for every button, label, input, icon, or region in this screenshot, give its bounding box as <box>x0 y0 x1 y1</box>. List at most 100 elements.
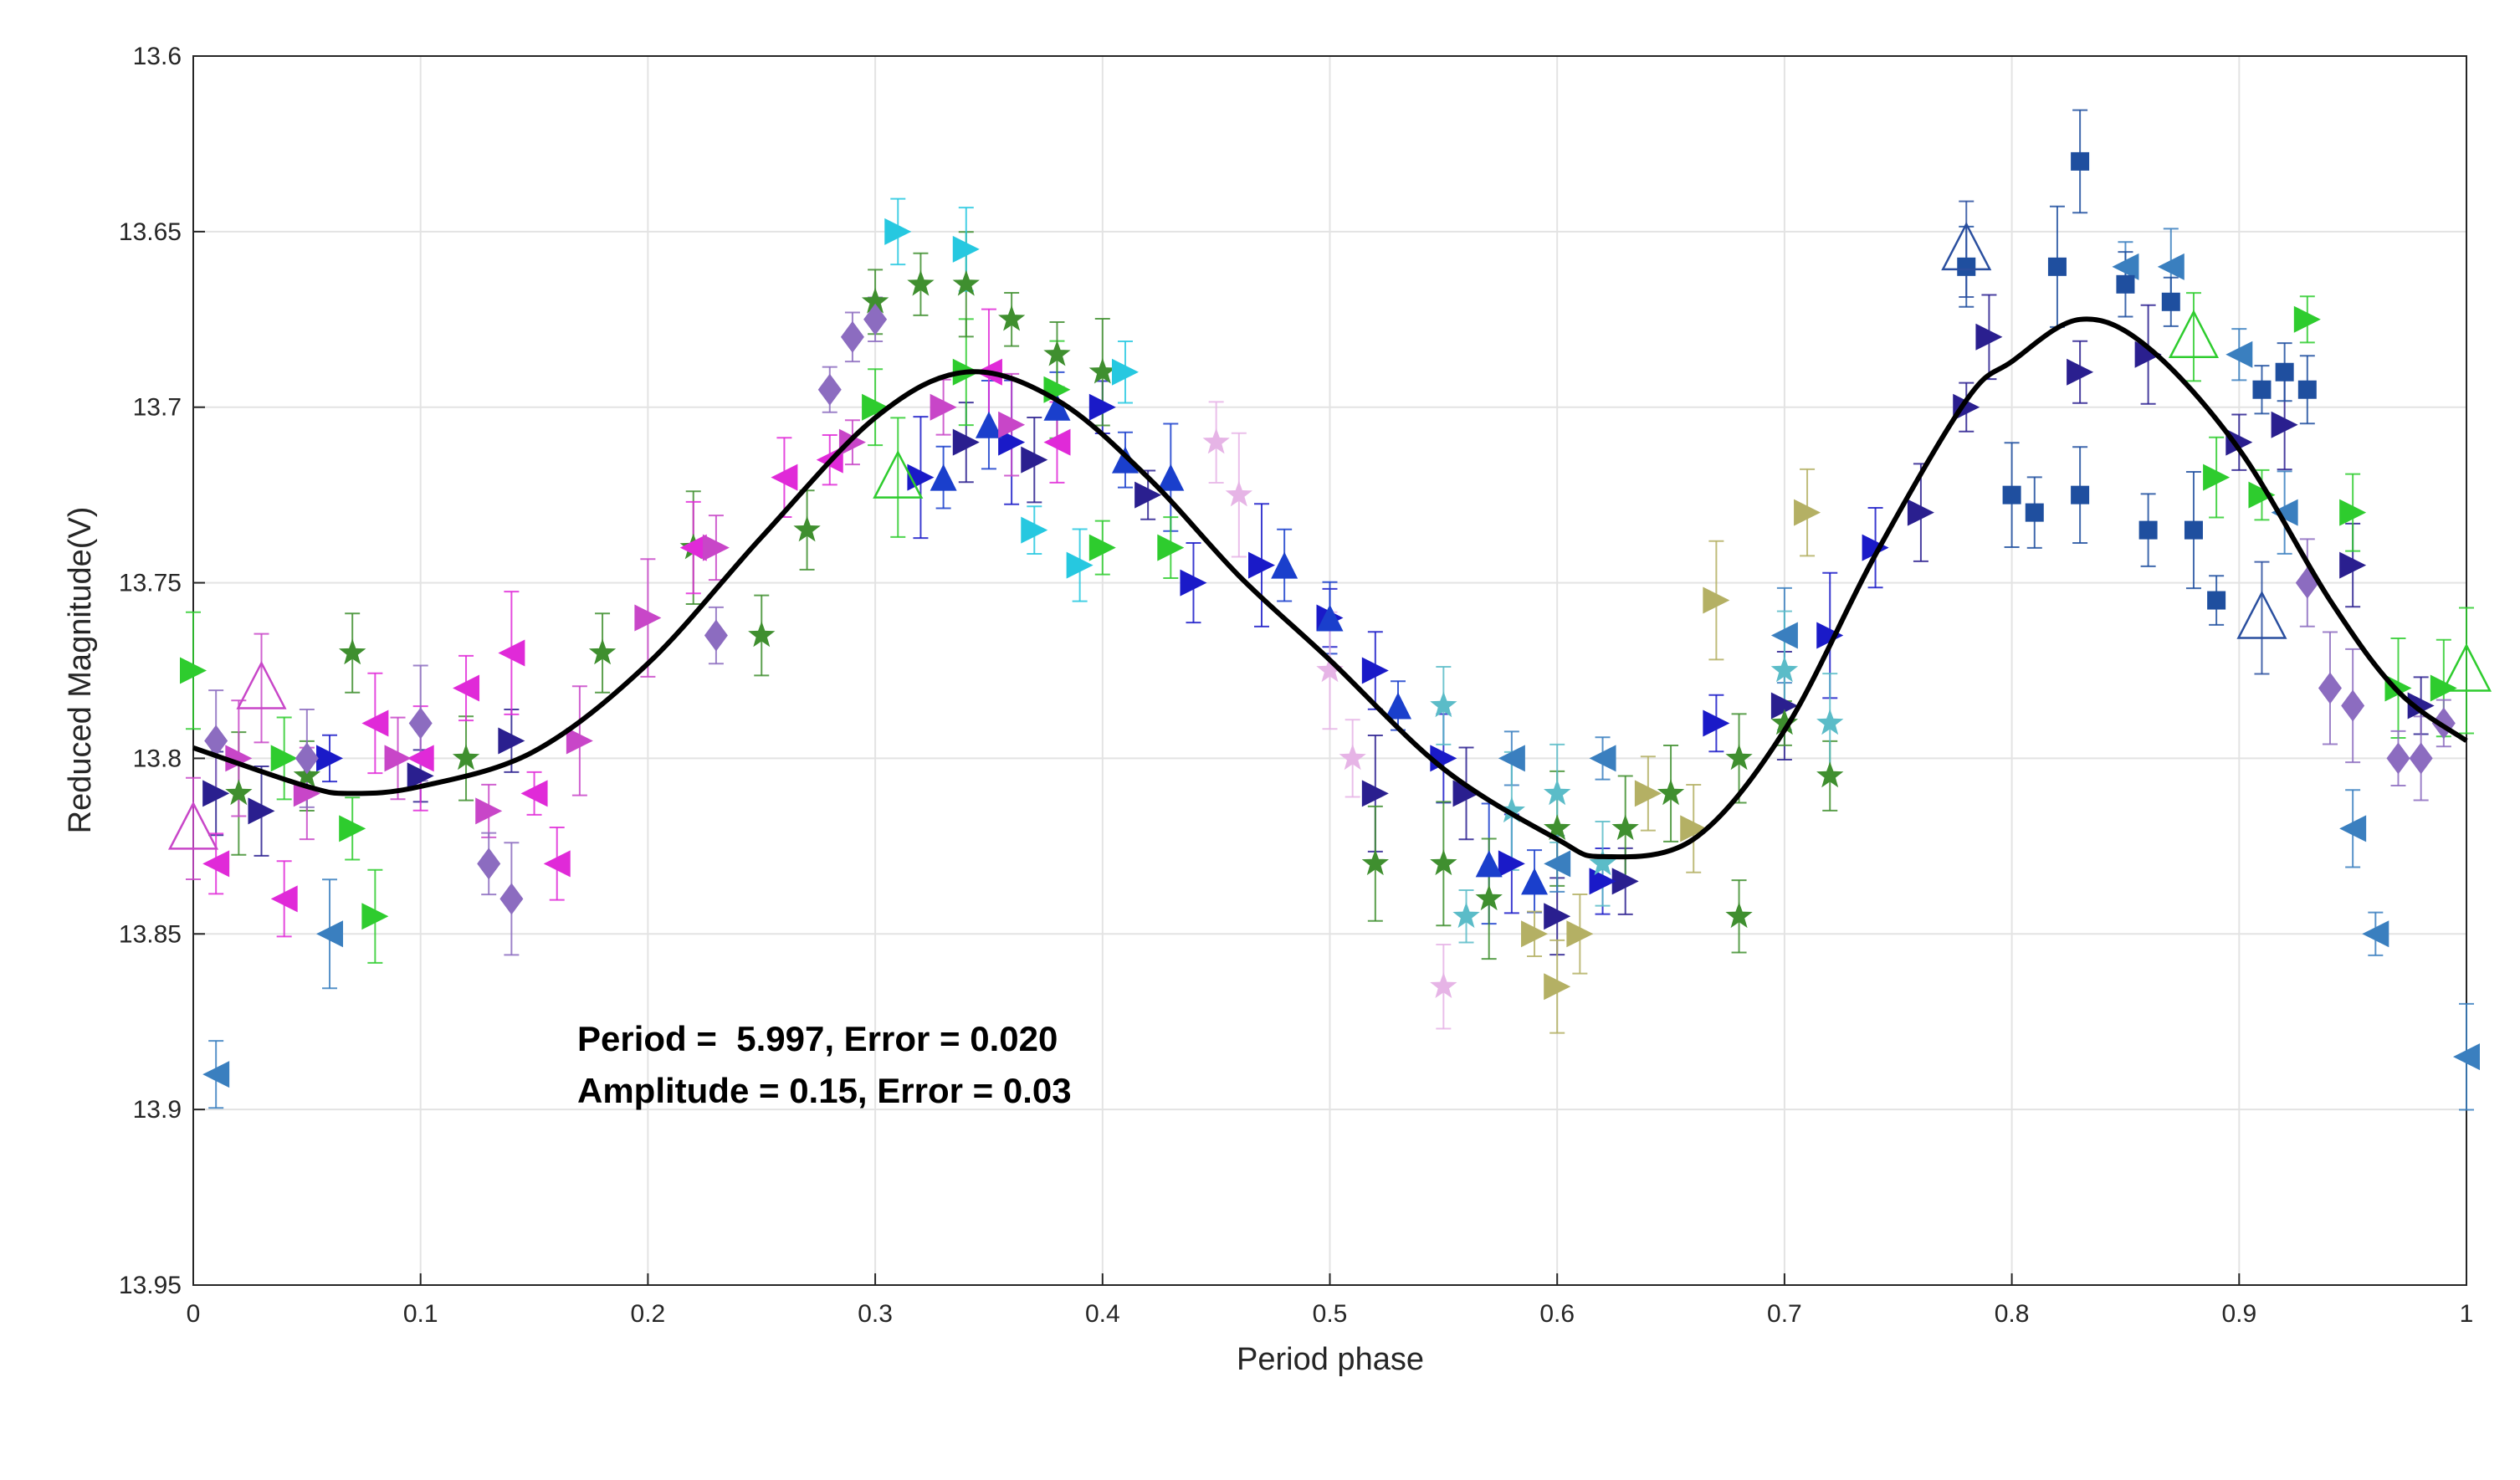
data-point <box>1703 586 1730 614</box>
data-point <box>884 218 912 245</box>
data-point <box>1111 358 1139 386</box>
data-point <box>1043 340 1071 366</box>
x-tick-label: 0.7 <box>1767 1300 1802 1328</box>
data-point <box>1941 222 1992 271</box>
data-point <box>1498 745 1525 772</box>
data-point <box>2441 643 2492 692</box>
series-points <box>1202 428 1457 998</box>
data-point <box>1180 569 1207 597</box>
data-point <box>1770 692 1798 720</box>
tick-labels: 0 0.1 0.2 0.3 0.4 0.5 0.6 0.7 0.8 0.9 1 13.6 13.65 13… <box>119 43 2473 1328</box>
data-point <box>1725 744 1753 771</box>
data-point <box>1430 972 1457 998</box>
x-tick-label: 0.2 <box>631 1300 666 1328</box>
data-point <box>407 762 434 790</box>
data-point <box>2207 591 2226 610</box>
y-tick-label: 13.9 <box>133 1096 182 1124</box>
data-point <box>2071 485 2090 504</box>
data-point <box>339 638 366 665</box>
data-point <box>452 744 480 771</box>
x-tick-label: 0.3 <box>858 1300 893 1328</box>
data-point <box>2203 463 2231 491</box>
data-point <box>180 657 207 684</box>
series-points <box>167 660 287 850</box>
data-point <box>1725 902 1753 929</box>
series-points <box>873 310 2492 692</box>
y-tick-label: 13.85 <box>119 920 182 948</box>
data-point <box>1680 815 1708 842</box>
data-point <box>1271 551 1298 579</box>
data-point <box>2157 253 2185 280</box>
series-error-bars <box>186 632 269 880</box>
x-tick-label: 0.5 <box>1313 1300 1348 1328</box>
data-point <box>952 428 980 456</box>
data-point <box>1907 499 1934 526</box>
data-point <box>1157 534 1185 561</box>
data-point <box>1816 761 1844 788</box>
data-point <box>838 428 866 456</box>
data-point <box>2067 358 2094 386</box>
y-tick-label: 13.8 <box>133 745 182 772</box>
data-point <box>998 305 1026 331</box>
data-point <box>975 411 1002 438</box>
data-point <box>952 235 980 263</box>
data-point <box>1225 480 1252 507</box>
data-point <box>2293 305 2321 333</box>
data-point <box>1544 779 1571 806</box>
data-point <box>588 638 617 665</box>
series-points <box>1430 656 1844 929</box>
data-point <box>202 850 230 878</box>
data-point <box>2297 380 2317 399</box>
data-point <box>1770 622 1798 649</box>
data-point <box>1088 357 1116 384</box>
data-point <box>225 745 253 772</box>
period-annotation: Period = 5.997, Error = 0.020 <box>577 1019 1058 1058</box>
data-point <box>1544 973 1571 1001</box>
x-tick-label: 0.1 <box>403 1300 438 1328</box>
data-point <box>2071 151 2090 171</box>
data-point <box>2386 742 2410 775</box>
data-point <box>1452 902 1480 929</box>
data-point <box>225 779 253 806</box>
data-point <box>1088 534 1116 561</box>
data-point <box>1498 850 1525 878</box>
data-point <box>270 885 298 913</box>
data-point <box>862 393 889 421</box>
data-point <box>293 761 320 788</box>
data-point <box>2409 742 2433 775</box>
data-point <box>1589 849 1616 876</box>
y-tick-label: 13.75 <box>119 570 182 597</box>
data-point <box>2339 815 2367 842</box>
data-point <box>2407 692 2435 720</box>
data-point <box>316 920 344 948</box>
data-point <box>2271 499 2298 526</box>
data-point <box>2318 672 2342 704</box>
series-points <box>884 218 1139 579</box>
data-point <box>361 903 389 930</box>
y-tick-label: 13.7 <box>133 394 182 422</box>
data-point <box>2341 689 2365 722</box>
data-point <box>1589 745 1616 772</box>
data-point <box>1316 656 1344 683</box>
data-point <box>2025 503 2044 522</box>
data-points <box>167 151 2492 1088</box>
data-point <box>1957 257 1976 276</box>
data-point <box>408 707 433 740</box>
data-point <box>361 709 389 737</box>
data-point <box>407 745 434 772</box>
x-tick-label: 0.6 <box>1539 1300 1575 1328</box>
data-point <box>1544 814 1571 841</box>
data-point <box>1611 868 1639 895</box>
data-point <box>204 725 228 757</box>
data-point <box>2453 1043 2480 1071</box>
data-point <box>634 604 662 632</box>
data-point <box>998 411 1026 438</box>
data-point <box>907 269 935 296</box>
data-point <box>2168 310 2220 359</box>
data-point <box>477 848 501 880</box>
data-point <box>167 801 219 850</box>
data-point <box>2339 551 2367 579</box>
data-point <box>1544 850 1571 878</box>
data-point <box>1794 499 1821 526</box>
